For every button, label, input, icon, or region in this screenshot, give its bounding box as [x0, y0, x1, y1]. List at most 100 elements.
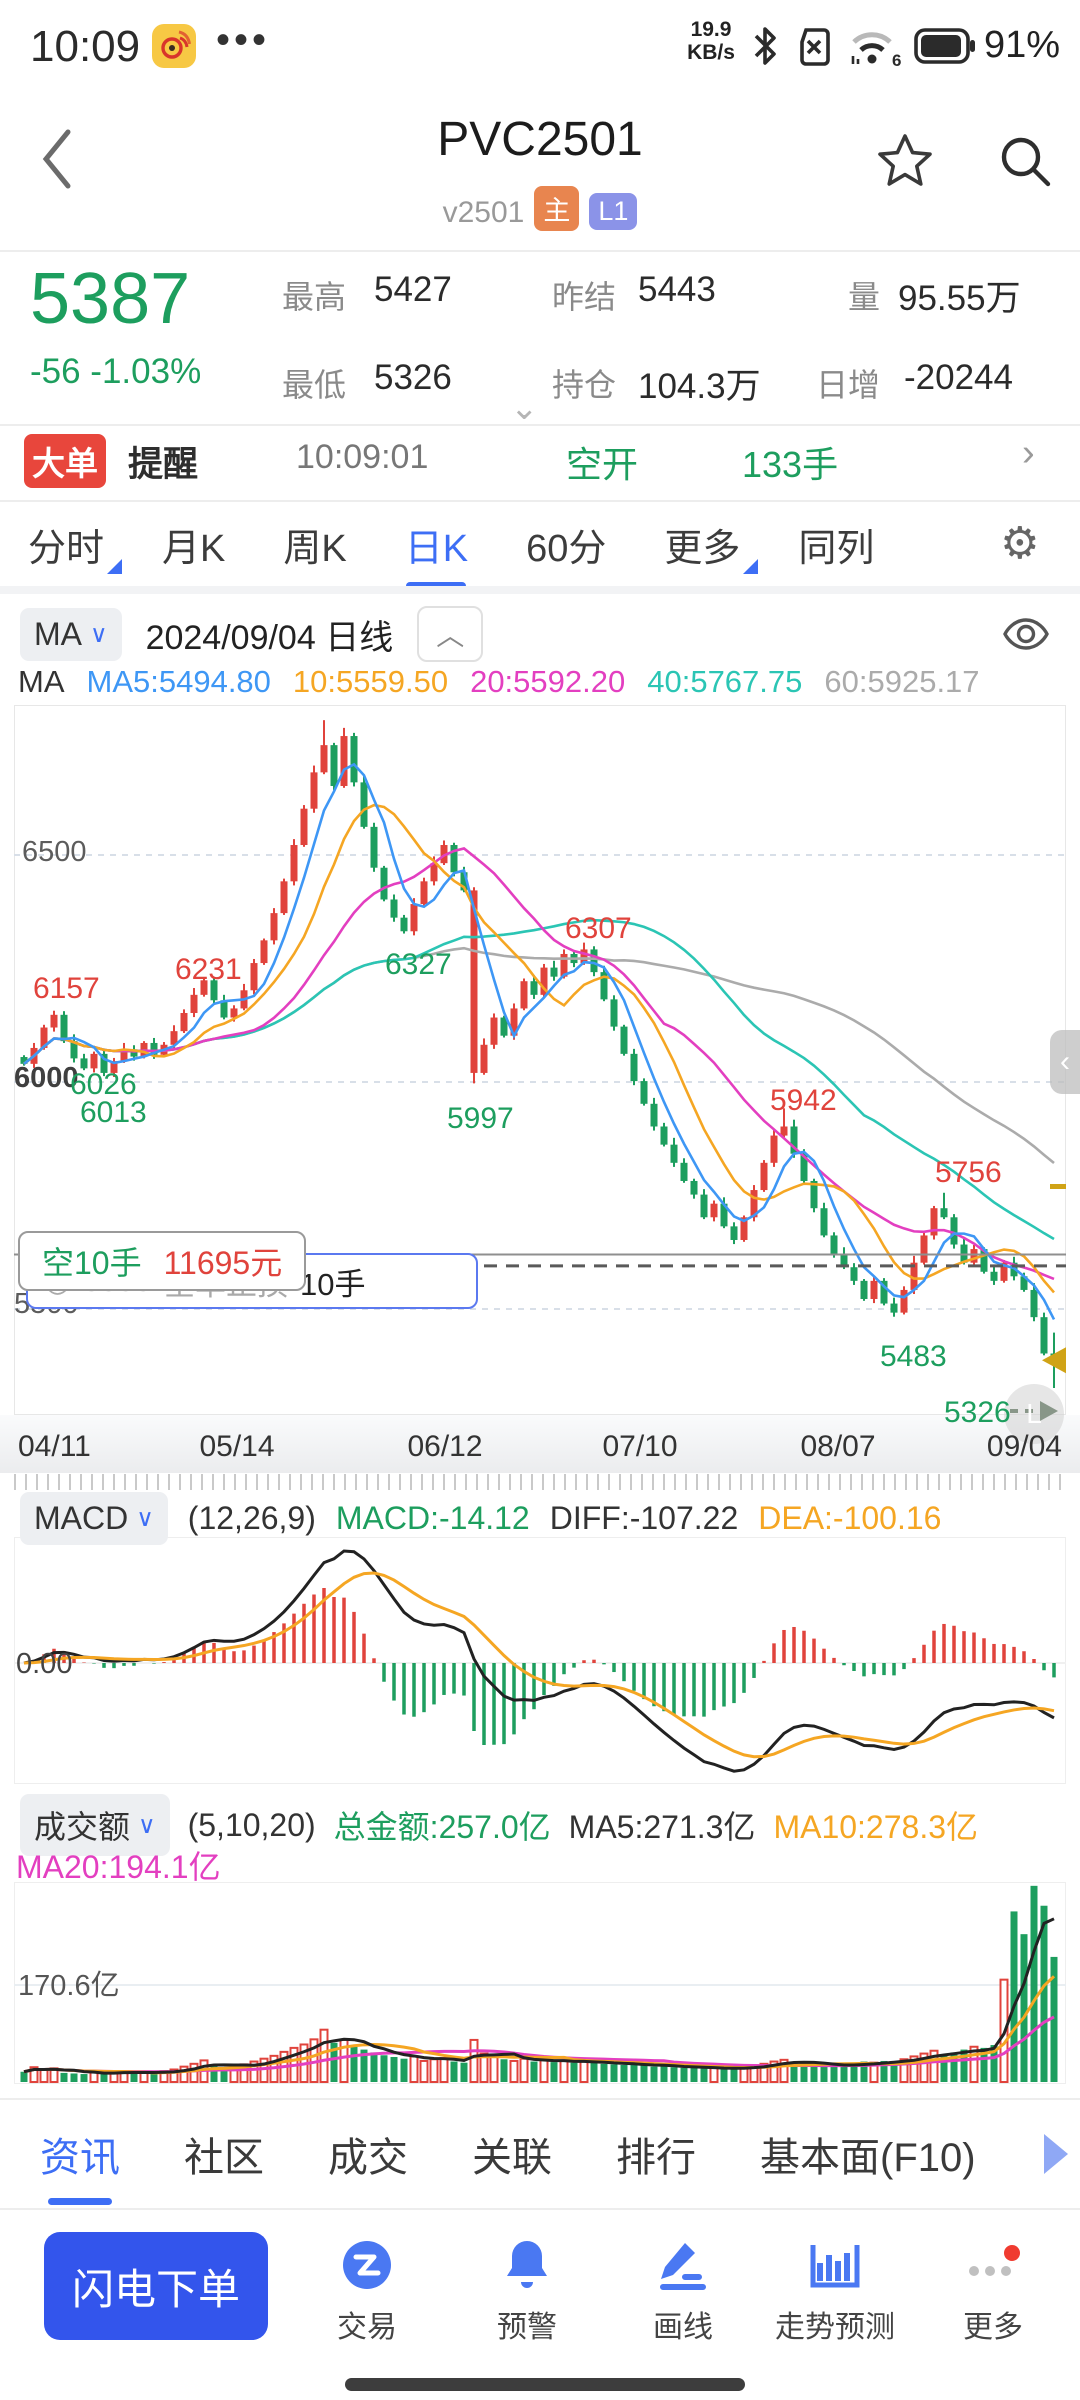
toolbar-label: 更多 [963, 2311, 1023, 2344]
expand-quote-chevron-icon[interactable]: ⌄ [510, 389, 539, 427]
x-axis-label: 07/10 [602, 1430, 678, 1463]
daily-increase-label: 日增 [816, 367, 881, 403]
period-tab-分时[interactable]: 分时 [28, 517, 123, 576]
turnover-chart-panel[interactable] [14, 1882, 1066, 2084]
period-tab-60分[interactable]: 60分 [526, 527, 607, 570]
clock: 10:09 [30, 22, 141, 71]
x-axis-strip [0, 1415, 1080, 1473]
chart-annotation-5997: 5997 [447, 1102, 514, 1135]
toolbar-label: 交易 [337, 2311, 397, 2344]
period-tab-周K[interactable]: 周K [283, 527, 347, 570]
bottom-nav-成交[interactable]: 成交 [328, 2136, 408, 2180]
chart-annotation-6231: 6231 [175, 953, 242, 986]
low-label: 最低 [282, 367, 347, 403]
bottom-nav-基本面(F10)[interactable]: 基本面(F10) [760, 2136, 976, 2180]
contract-subtitle: v2501 主 L1 [0, 186, 1080, 231]
big-order-more-arrow-icon[interactable]: › [1022, 432, 1035, 474]
period-tab-更多[interactable]: 更多 [664, 517, 759, 576]
weibo-notification-icon [152, 24, 196, 68]
presettle-value: 5443 [638, 270, 716, 309]
volume-value: 95.55万 [898, 279, 1021, 318]
period-tab-月K[interactable]: 月K [162, 527, 226, 570]
turnover-total: 总金额:257.0亿 [333, 1809, 551, 1845]
toolbar-走势预测[interactable]: 走势预测 [760, 2236, 910, 2346]
presettle-label: 昨结 [552, 279, 617, 315]
collapse-quote-button[interactable]: ︿ [417, 606, 484, 662]
turnover-params: (5,10,20) [187, 1806, 316, 1843]
macd-chart-panel[interactable] [14, 1537, 1066, 1784]
toolbar-交易[interactable]: 交易 [292, 2236, 442, 2346]
wifi6-icon: 6 [848, 26, 904, 75]
stop-qty: 10手 [300, 1266, 366, 1302]
toolbar-更多[interactable]: 更多 [918, 2236, 1068, 2346]
toolbar-label: 画线 [653, 2311, 713, 2344]
side-drawer-handle[interactable]: ‹ [1050, 1030, 1080, 1094]
bottom-nav-关联[interactable]: 关联 [472, 2136, 552, 2180]
macd-value: MACD:-14.12 [335, 1500, 530, 1536]
contract-title: PVC2501 [437, 113, 643, 166]
bottom-nav-资讯[interactable]: 资讯 [40, 2125, 120, 2205]
nav-more-arrow-icon[interactable] [1044, 2134, 1068, 2174]
x-axis-label: 04/11 [18, 1430, 91, 1463]
open-interest-value: 104.3万 [638, 367, 761, 406]
low-value: 5326 [374, 358, 452, 397]
ma-legend-item: 10:5559.50 [292, 664, 449, 699]
big-order-alert-label: 提醒 [128, 445, 199, 484]
toolbar-预警[interactable]: 预警 [452, 2236, 602, 2346]
x-axis-label: 08/07 [800, 1430, 876, 1463]
chart-annotation-6013: 6013 [80, 1096, 147, 1129]
svg-text:6: 6 [892, 51, 901, 70]
draw-line-icon [608, 2236, 758, 2294]
ma-legend-item: 60:5925.17 [824, 664, 980, 699]
big-order-time: 10:09:01 [296, 438, 429, 476]
ma-legend-item: 40:5767.75 [647, 664, 803, 699]
last-price: 5387 [30, 259, 191, 339]
turnover-ma10: MA10:278.3亿 [773, 1809, 979, 1845]
macd-indicator-dropdown[interactable]: MACD ∨ [20, 1492, 168, 1545]
more-icon [918, 2236, 1068, 2294]
open-interest-label: 持仓 [552, 367, 617, 403]
big-order-badge: 大单 [24, 434, 106, 488]
turnover-header: 成交额 ∨ (5,10,20) 总金额:257.0亿 MA5:271.3亿 MA1… [20, 1794, 978, 1856]
chart-date-period: 2024/09/04 日线 [145, 618, 394, 657]
period-tab-日K[interactable]: 日K [405, 517, 468, 590]
network-speed: 19.9 KB/s [687, 18, 735, 64]
status-menu-dots: ••• [216, 18, 271, 62]
position-pnl-badge[interactable]: 空10手 11695元 [18, 1231, 307, 1291]
chart-annotation-5483: 5483 [880, 1340, 947, 1373]
period-tab-同列[interactable]: 同列 [798, 527, 875, 570]
turnover-indicator-dropdown[interactable]: 成交额 ∨ [20, 1794, 170, 1856]
position-pnl: 11695元 [163, 1245, 283, 1281]
main-contract-badge: 主 [534, 186, 580, 231]
chevron-down-icon: ∨ [90, 620, 108, 648]
chevron-down-icon: ∨ [136, 1505, 154, 1532]
bluetooth-icon [752, 26, 778, 71]
search-icon[interactable] [996, 132, 1054, 195]
macd-zero-label: 0.00 [16, 1648, 73, 1680]
turnover-ma20: MA20:194.1亿 [16, 1849, 221, 1885]
home-indicator-bar[interactable] [345, 2378, 745, 2391]
x-axis-tick-comb[interactable] [14, 1474, 1066, 1490]
alert-bell-icon [452, 2236, 602, 2294]
x-axis-label: 09/04 [986, 1430, 1062, 1463]
macd-header: MACD ∨ (12,26,9) MACD:-14.12 DIFF:-107.22… [20, 1492, 941, 1545]
chart-annotation-6307: 6307 [565, 912, 632, 945]
eye-icon[interactable] [1002, 612, 1050, 661]
ma-legend: MA MA5:5494.80 10:5559.50 20:5592.20 40:5767… [18, 664, 1078, 700]
high-label: 最高 [282, 279, 347, 315]
flash-order-button[interactable]: 闪电下单 [44, 2232, 268, 2340]
bottom-nav-社区[interactable]: 社区 [184, 2136, 264, 2180]
chart-annotation-6327: 6327 [385, 948, 452, 981]
gear-icon[interactable]: ⚙ [1000, 519, 1040, 568]
battery-icon [914, 26, 976, 71]
position-qty: 空10手 [42, 1245, 142, 1281]
bottom-nav-排行[interactable]: 排行 [616, 2136, 696, 2180]
toolbar-画线[interactable]: 画线 [608, 2236, 758, 2346]
sim-disabled-icon [794, 26, 836, 73]
ma-indicator-dropdown[interactable]: MA ∨ [20, 607, 122, 661]
favorite-star-icon[interactable] [874, 130, 936, 197]
chart-annotation-6157: 6157 [33, 972, 100, 1005]
x-axis-label: 06/12 [407, 1430, 483, 1463]
chart-annotation-5326: 5326 [944, 1396, 1011, 1429]
back-button[interactable] [38, 128, 74, 195]
